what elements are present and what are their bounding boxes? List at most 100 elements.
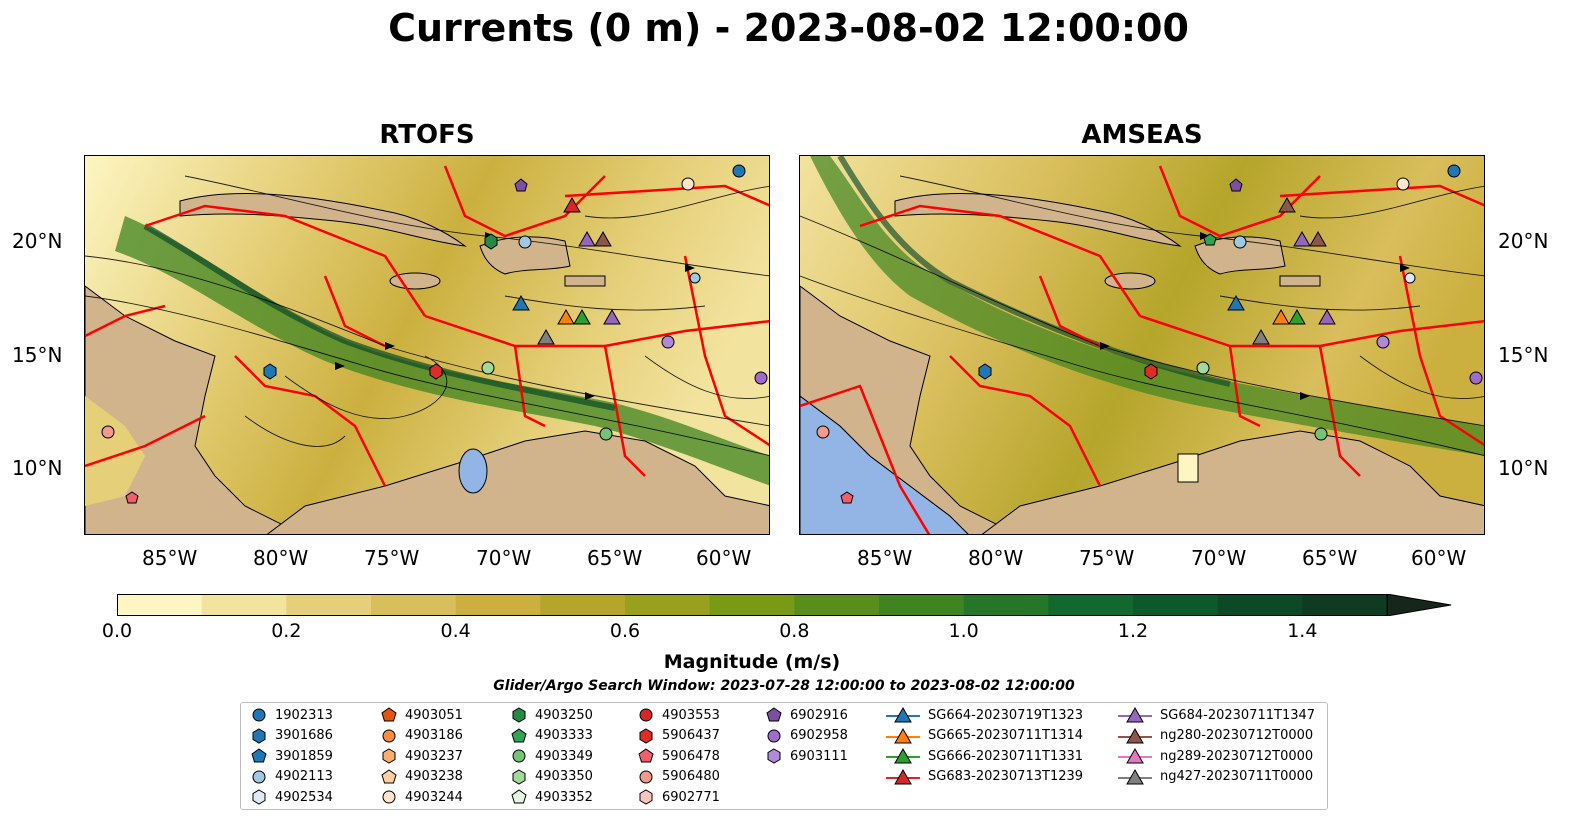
colorbar-segment xyxy=(709,594,795,616)
legend-label: 4903244 xyxy=(405,789,463,805)
legend-entry: 4903186 xyxy=(381,726,463,746)
colorbar-tick-label: 1.2 xyxy=(1117,620,1149,642)
colorbar-segment xyxy=(1302,594,1388,616)
legend-label: 6902916 xyxy=(790,707,848,723)
panel-title-amseas: AMSEAS xyxy=(1081,120,1203,150)
legend-label: 4903553 xyxy=(662,707,720,723)
lat-tick-20n-right: 20°N xyxy=(1498,229,1549,253)
figure-title: Currents (0 m) - 2023-08-02 12:00:00 xyxy=(388,6,1189,50)
legend-label: 5906478 xyxy=(662,748,720,764)
colorbar-segment xyxy=(117,594,203,616)
float-markers xyxy=(101,164,768,504)
land-jamaica xyxy=(1104,272,1156,290)
map-amseas[interactable] xyxy=(799,155,1485,535)
lake-maracaibo xyxy=(458,448,488,494)
legend-entry: 4903349 xyxy=(511,746,593,766)
legend-label: 3901686 xyxy=(275,728,333,743)
colorbar-tick-label: 0.8 xyxy=(779,620,810,642)
land-south-america xyxy=(266,430,769,534)
lon-tick-70w-rtofs: 70°W xyxy=(476,546,532,570)
legend-label: 6902771 xyxy=(662,789,720,805)
colorbar-segment xyxy=(1048,594,1134,616)
land-puerto-rico xyxy=(564,275,606,287)
legend-label: 5906480 xyxy=(662,769,720,784)
land-puerto-rico xyxy=(1279,275,1321,287)
lon-tick-65w-rtofs: 65°W xyxy=(587,546,643,570)
colorbar-segment xyxy=(625,594,711,616)
legend-label: 4902113 xyxy=(275,769,333,784)
legend-entry: 6903111 xyxy=(766,746,848,766)
panel-title-rtofs: RTOFS xyxy=(379,120,475,150)
legend-entry: 4903553 xyxy=(638,705,720,725)
stream-arrows xyxy=(1100,232,1410,400)
legend-entry: ng280-20230712T0000 xyxy=(1118,726,1313,746)
lat-tick-15n-right: 15°N xyxy=(1498,343,1549,367)
colorbar-tick-label: 0.2 xyxy=(271,620,302,642)
glider-markers xyxy=(1227,196,1336,345)
legend-entry: 4903350 xyxy=(511,767,593,787)
legend-entry: 6902958 xyxy=(766,726,848,746)
legend-label: 4903250 xyxy=(535,707,593,723)
legend-entry: 6902771 xyxy=(638,787,720,807)
legend-label: 4902534 xyxy=(275,789,333,805)
legend-label: 4903350 xyxy=(535,769,593,784)
land-central-america xyxy=(800,285,1018,534)
land-hispaniola xyxy=(1194,236,1286,275)
colorbar-segment xyxy=(1133,594,1219,616)
lon-tick-60w-amseas: 60°W xyxy=(1411,546,1467,570)
legend-entry: SG665-20230711T1314 xyxy=(886,726,1083,746)
legend-entry: ng289-20230712T0000 xyxy=(1118,746,1313,766)
lon-tick-80w-amseas: 80°W xyxy=(968,546,1024,570)
glider-markers xyxy=(512,196,621,345)
colorbar-tick-label: 0.6 xyxy=(609,620,641,642)
colorbar-label: Magnitude (m/s) xyxy=(663,651,841,673)
legend-entry: 4903237 xyxy=(381,746,463,766)
legend-entry: 4903250 xyxy=(511,705,593,725)
current-core xyxy=(837,156,1231,387)
legend-entry: 4903352 xyxy=(511,787,593,807)
legend-label: 4903186 xyxy=(405,728,463,743)
search-window-caption: Glider/Argo Search Window: 2023-07-28 12… xyxy=(493,678,1075,694)
lat-tick-20n-left: 20°N xyxy=(12,229,63,253)
legend-label: 4903238 xyxy=(405,769,463,784)
legend-entry: ng427-20230711T0000 xyxy=(1118,767,1313,787)
colorbar-segment xyxy=(963,594,1049,616)
lon-tick-65w-amseas: 65°W xyxy=(1302,546,1358,570)
land-hispaniola xyxy=(479,236,571,275)
lon-tick-70w-amseas: 70°W xyxy=(1191,546,1247,570)
legend-label: 6903111 xyxy=(790,748,848,764)
current-band xyxy=(115,216,769,486)
legend-entry: 4902534 xyxy=(251,787,333,807)
legend-entry: 3901686 xyxy=(251,726,333,746)
legend-label: SG665-20230711T1314 xyxy=(928,728,1084,743)
colorbar-segment xyxy=(540,594,626,616)
colorbar-segment xyxy=(1217,594,1303,616)
lake-maracaibo xyxy=(1177,453,1199,483)
colorbar-segment xyxy=(286,594,372,616)
pacific-shelf xyxy=(85,396,145,506)
lat-tick-10n-right: 10°N xyxy=(1498,456,1549,480)
legend-entry: 4903333 xyxy=(511,726,593,746)
legend-entry: 4903051 xyxy=(381,705,463,725)
legend-label: SG666-20230711T1331 xyxy=(928,748,1084,764)
colorbar-tick-label: 1.4 xyxy=(1287,620,1318,642)
legend-label: 1902313 xyxy=(275,707,333,723)
land-south-america xyxy=(981,430,1484,534)
lon-tick-75w-amseas: 75°W xyxy=(1079,546,1135,570)
lon-tick-80w-rtofs: 80°W xyxy=(253,546,309,570)
land-central-america xyxy=(85,285,303,534)
legend-entry: 3901859 xyxy=(251,746,333,766)
colorbar-segment xyxy=(371,594,457,616)
map-rtofs-canvas xyxy=(85,156,769,534)
legend-label: ng280-20230712T0000 xyxy=(1160,728,1314,743)
colorbar-tick-label: 1.0 xyxy=(948,620,979,642)
land-jamaica xyxy=(389,272,441,290)
current-band xyxy=(810,156,1484,456)
legend-label: ng427-20230711T0000 xyxy=(1160,769,1314,784)
map-rtofs[interactable] xyxy=(84,155,770,535)
colorbar-extend-arrow xyxy=(1386,594,1452,616)
legend-entry: 4902113 xyxy=(251,767,333,787)
streamlines xyxy=(85,175,769,456)
legend-entry: 6902916 xyxy=(766,705,848,725)
legend-label: SG683-20230713T1239 xyxy=(928,769,1084,784)
